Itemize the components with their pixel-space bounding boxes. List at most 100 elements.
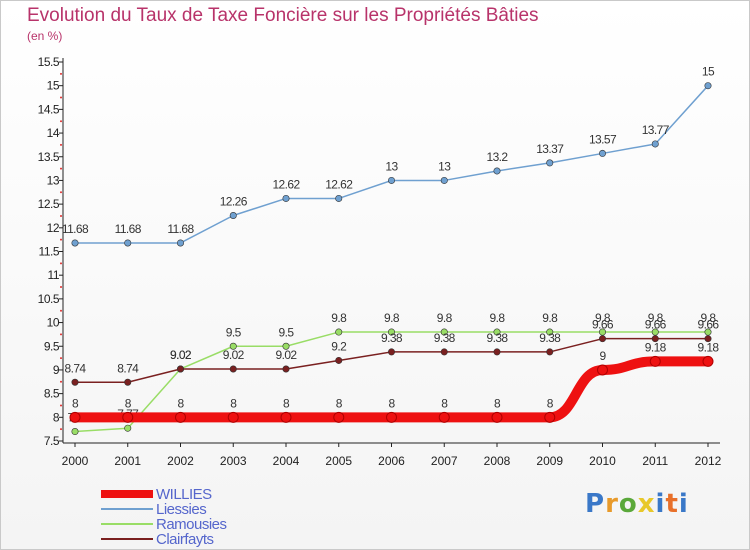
data-label-ramousies: 9.8 — [595, 311, 611, 325]
y-minor-tick — [60, 309, 62, 312]
data-point-liessies — [440, 176, 448, 184]
data-label-ramousies: 9.8 — [542, 311, 558, 325]
data-point-willies — [175, 411, 186, 423]
data-point-willies — [544, 411, 556, 423]
y-minor-tick — [60, 262, 62, 265]
x-tick-label: 2010 — [589, 454, 616, 468]
data-label-willies: 8 — [283, 396, 290, 410]
data-point-clairfayts — [335, 356, 343, 364]
data-point-clairfayts — [651, 335, 659, 343]
data-label-willies: 8 — [336, 396, 343, 410]
data-label-liessies: 12.26 — [220, 194, 248, 208]
legend-swatch — [101, 490, 153, 498]
y-tick-label: 9 — [53, 363, 60, 377]
legend-swatch — [101, 508, 153, 510]
data-label-clairfayts: 9.66 — [645, 318, 667, 332]
data-label-liessies: 13 — [438, 159, 451, 173]
data-label-willies: 8 — [388, 396, 395, 410]
brand-letter: o — [618, 489, 638, 519]
data-point-liessies — [335, 194, 343, 202]
legend-label: Clairfayts — [156, 531, 214, 548]
y-tick-label: 13.5 — [38, 150, 60, 164]
data-point-clairfayts — [546, 348, 554, 356]
y-minor-tick — [60, 333, 62, 336]
data-label-willies: 8 — [547, 396, 554, 410]
legend-swatch — [101, 538, 153, 540]
data-point-ramousies — [440, 328, 448, 336]
data-label-clairfayts: 9.02 — [223, 348, 245, 362]
data-label-clairfayts: 9.38 — [381, 331, 403, 345]
data-label-liessies: 13.37 — [536, 142, 564, 156]
data-point-ramousies — [546, 328, 554, 336]
data-label-clairfayts: 9.38 — [434, 331, 456, 345]
data-point-clairfayts — [387, 348, 395, 356]
data-label-liessies: 13.77 — [642, 123, 670, 137]
x-tick-label: 2012 — [695, 454, 722, 468]
data-point-clairfayts — [177, 365, 185, 373]
y-minor-tick — [60, 72, 62, 75]
y-tick-label: 8 — [53, 410, 60, 424]
data-point-clairfayts — [229, 365, 237, 373]
data-label-liessies: 11.68 — [167, 222, 194, 236]
x-tick-label: 2001 — [114, 454, 141, 468]
data-point-willies — [438, 411, 450, 423]
data-point-willies — [69, 411, 81, 423]
data-point-clairfayts — [282, 365, 290, 373]
data-label-clairfayts: 9.66 — [698, 318, 720, 332]
y-minor-tick — [60, 191, 62, 194]
data-label-ramousies: 9.8 — [384, 311, 400, 325]
x-tick-label: 2004 — [273, 454, 300, 468]
data-label-liessies: 13.2 — [487, 150, 509, 164]
data-point-willies — [491, 411, 503, 423]
y-minor-tick — [60, 167, 62, 170]
chart-subtitle: (en %) — [27, 29, 63, 43]
y-minor-tick — [60, 96, 62, 99]
y-minor-tick — [60, 428, 62, 431]
data-label-clairfayts: 9.02 — [276, 348, 298, 362]
data-point-liessies — [282, 194, 290, 202]
y-minor-tick — [60, 357, 62, 360]
data-point-clairfayts — [598, 335, 606, 343]
y-tick-label: 15.5 — [38, 55, 60, 69]
data-point-liessies — [704, 82, 712, 90]
data-point-clairfayts — [71, 378, 79, 386]
y-tick-label: 10.5 — [38, 292, 60, 306]
data-label-liessies: 15 — [702, 65, 715, 79]
data-point-willies — [280, 411, 292, 423]
data-label-willies: 8 — [125, 396, 132, 410]
data-point-liessies — [546, 159, 554, 167]
y-tick-label: 11.5 — [39, 245, 60, 259]
data-point-ramousies — [282, 342, 290, 350]
data-label-clairfayts: 8.74 — [65, 361, 87, 375]
y-minor-tick — [60, 286, 62, 289]
data-label-willies: 8 — [494, 396, 501, 410]
data-label-clairfayts: 9.66 — [592, 318, 614, 332]
data-label-liessies: 11.68 — [62, 222, 89, 236]
y-tick-label: 15 — [47, 79, 60, 93]
data-label-liessies: 12.62 — [272, 177, 300, 191]
data-label-willies: 8 — [72, 396, 79, 410]
data-point-willies — [227, 411, 239, 423]
y-tick-label: 14 — [47, 126, 60, 140]
data-point-liessies — [598, 149, 606, 157]
data-label-liessies: 12.62 — [325, 177, 353, 191]
y-tick-label: 7.5 — [44, 434, 60, 448]
data-point-liessies — [229, 211, 237, 219]
brand-letter: r — [605, 489, 619, 519]
data-point-liessies — [124, 239, 132, 247]
x-tick-label: 2011 — [642, 454, 668, 468]
data-point-willies — [333, 411, 345, 423]
data-label-liessies: 13.57 — [589, 132, 617, 146]
data-point-clairfayts — [124, 378, 132, 386]
data-label-liessies: 13 — [385, 159, 398, 173]
x-tick-label: 2006 — [378, 454, 405, 468]
data-label-ramousies: 9.5 — [226, 325, 242, 339]
y-minor-tick — [60, 120, 62, 123]
legend-label: Ramousies — [156, 516, 227, 533]
data-point-ramousies — [124, 424, 132, 432]
x-tick-label: 2002 — [167, 454, 194, 468]
data-point-willies — [649, 355, 661, 367]
y-tick-label: 13 — [47, 173, 60, 187]
data-point-willies — [702, 355, 714, 367]
data-label-clairfayts: 8.74 — [117, 361, 139, 375]
